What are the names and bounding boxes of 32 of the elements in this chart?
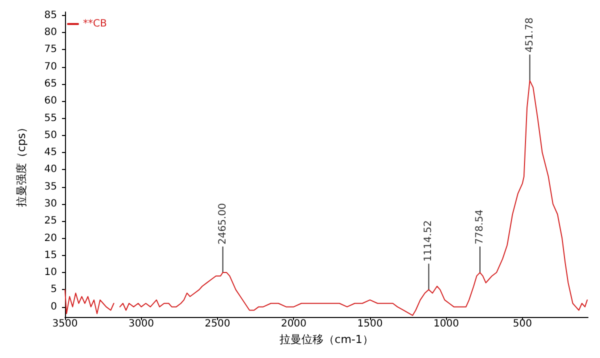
y-tick-label: 25 [44,216,57,227]
x-tick-label: 500 [512,318,532,330]
y-tick-label: 60 [44,96,57,107]
y-tick-label: 55 [44,112,57,124]
y-tick-label: 40 [44,164,57,176]
y-tick-label: 35 [44,181,57,192]
y-tick-label: 20 [44,232,57,244]
y-tick-label: 5 [50,284,57,296]
annotation: 1114.52 [423,220,434,262]
x-tick-label: 2500 [204,318,230,330]
y-tick-label: 80 [44,27,57,38]
y-tick-label: 0 [50,301,57,312]
y-tick-label: 75 [44,44,57,56]
y-tick-label: 10 [44,267,57,278]
y-tick-label: 65 [44,78,57,90]
x-tick-label: 3500 [52,318,78,330]
y-axis-title: 拉曼强度（cps） [15,122,28,207]
y-tick-label: 30 [44,198,57,210]
x-axis-title: 拉曼位移（cm-1） [280,333,374,346]
annotation: 778.54 [474,210,486,245]
x-tick-label: 3000 [128,318,154,330]
y-tick-label: 15 [44,250,57,261]
annotation: 451.78 [524,18,536,53]
annotation: 2465.00 [217,203,228,245]
y-tick-label: 50 [44,130,57,141]
x-tick-label: 1000 [433,318,459,330]
y-tick-label: 70 [44,61,57,72]
x-tick-label: 1500 [357,318,383,330]
y-tick-label: 45 [44,147,57,158]
legend-label: **CB [83,18,107,30]
x-tick-label: 2000 [280,318,306,330]
y-tick-label: 85 [44,10,57,21]
